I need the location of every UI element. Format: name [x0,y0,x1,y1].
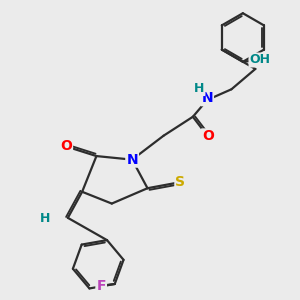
Text: OH: OH [250,53,271,67]
Text: S: S [176,175,185,189]
Text: O: O [202,129,214,143]
Text: N: N [126,153,138,166]
Text: O: O [60,140,72,153]
Text: H: H [40,212,50,225]
Text: F: F [96,279,106,293]
Text: H: H [194,82,205,95]
Text: N: N [201,91,213,105]
